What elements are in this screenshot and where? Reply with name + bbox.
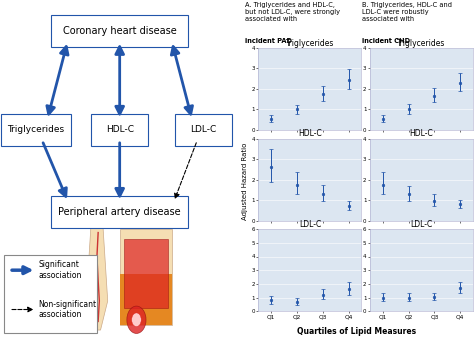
Text: Coronary heart disease: Coronary heart disease xyxy=(63,26,176,36)
Title: Triglycerides: Triglycerides xyxy=(397,39,446,48)
FancyBboxPatch shape xyxy=(91,114,148,146)
Title: HDL-C: HDL-C xyxy=(298,129,322,139)
Polygon shape xyxy=(86,226,108,330)
Title: HDL-C: HDL-C xyxy=(410,129,433,139)
Circle shape xyxy=(132,313,141,327)
Title: LDL-C: LDL-C xyxy=(410,220,433,229)
Text: Significant
association: Significant association xyxy=(38,261,82,280)
Text: incident CHD: incident CHD xyxy=(362,38,410,44)
FancyBboxPatch shape xyxy=(175,114,232,146)
FancyBboxPatch shape xyxy=(4,255,97,333)
Text: incident PAD: incident PAD xyxy=(245,38,292,44)
Text: Triglycerides: Triglycerides xyxy=(7,126,64,134)
Polygon shape xyxy=(119,274,173,325)
Text: Non-significant
association: Non-significant association xyxy=(38,300,96,319)
FancyBboxPatch shape xyxy=(1,114,71,146)
Text: LDL-C: LDL-C xyxy=(191,126,217,134)
Text: Peripheral artery disease: Peripheral artery disease xyxy=(58,207,181,217)
Bar xyxy=(125,239,168,308)
Text: A. Triglycerides and HDL-C,
but not LDL-C, were strongly
associated with: A. Triglycerides and HDL-C, but not LDL-… xyxy=(245,2,340,22)
FancyBboxPatch shape xyxy=(52,15,188,47)
Title: LDL-C: LDL-C xyxy=(299,220,321,229)
Text: Adjusted Hazard Ratio: Adjusted Hazard Ratio xyxy=(242,143,248,220)
Text: HDL-C: HDL-C xyxy=(106,126,134,134)
Text: Quartiles of Lipid Measures: Quartiles of Lipid Measures xyxy=(297,327,416,336)
Bar xyxy=(119,229,173,325)
FancyBboxPatch shape xyxy=(52,196,188,228)
Circle shape xyxy=(127,306,146,333)
Text: B. Triglycerides, HDL-C and
LDL-C were robustly
associated with: B. Triglycerides, HDL-C and LDL-C were r… xyxy=(362,2,452,22)
Title: Triglycerides: Triglycerides xyxy=(286,39,334,48)
Polygon shape xyxy=(119,274,173,325)
